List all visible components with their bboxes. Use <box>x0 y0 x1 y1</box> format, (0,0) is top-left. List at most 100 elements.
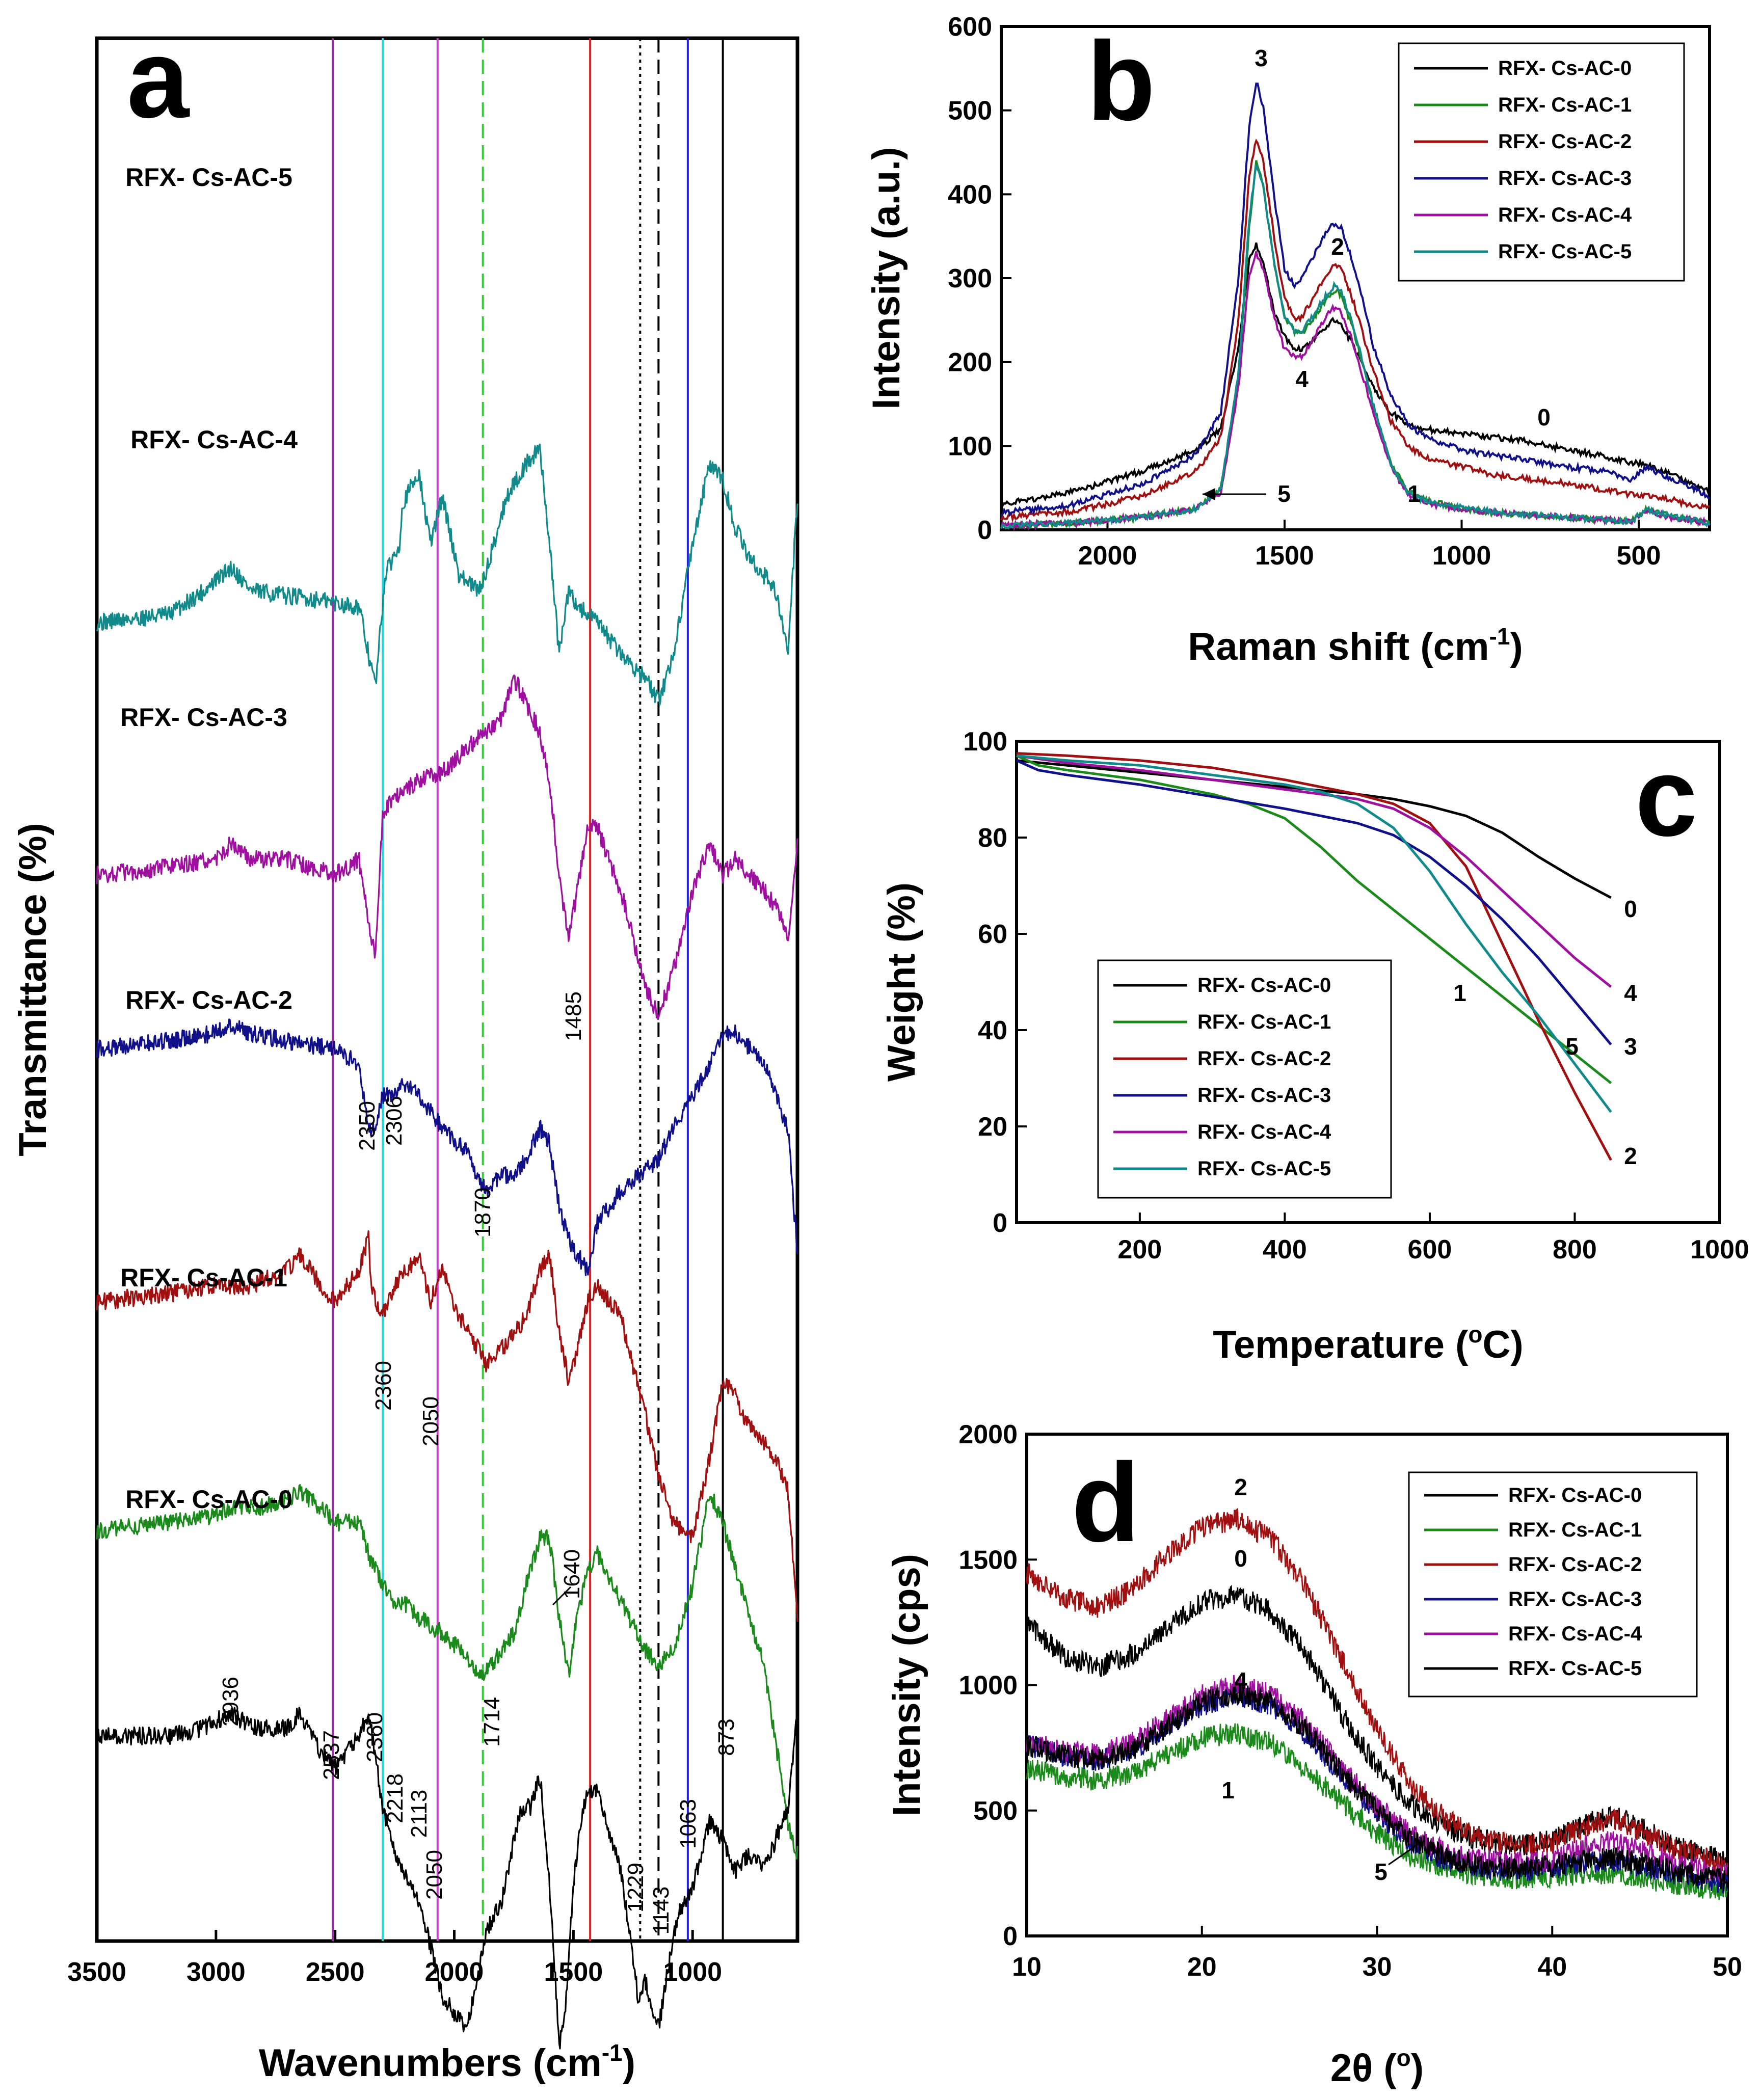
y-tick-label-d-0: 0 <box>1003 1922 1018 1951</box>
legend-label-c-1: RFX- Cs-AC-1 <box>1197 1011 1331 1033</box>
annotation-arrow-a <box>552 1586 572 1606</box>
legend-label-c-2: RFX- Cs-AC-2 <box>1197 1047 1331 1070</box>
xrd-line-2 <box>1026 1507 1728 1876</box>
y-axis-title-d: Intensity (cps) <box>885 1554 928 1816</box>
panel-letter-a: a <box>127 16 190 141</box>
x-tick-label-b-3: 500 <box>1617 541 1661 571</box>
legend-label-d-1: RFX- Cs-AC-1 <box>1508 1519 1642 1541</box>
legend-label-b-3: RFX- Cs-AC-3 <box>1498 167 1632 190</box>
tga-line-5 <box>1016 754 1612 1113</box>
peak-label-b-0: 3 <box>1255 45 1268 71</box>
y-tick-label-d-3: 1500 <box>958 1545 1018 1575</box>
xrd-line-5 <box>1026 1683 1728 1892</box>
y-axis-title-a: Transmittance (%) <box>11 823 55 1156</box>
arrow-head-b <box>1203 488 1215 500</box>
x-axis-title-b: Raman shift (cm-1) <box>1188 623 1523 668</box>
panel-letter-c: c <box>1635 734 1697 859</box>
peak-annotation-a-9: 1143 <box>649 1887 674 1935</box>
y-tick-label-c-5: 100 <box>963 727 1007 757</box>
x-tick-label-c-1: 400 <box>1263 1235 1307 1264</box>
curve-label-c-0: 0 <box>1624 896 1637 922</box>
peak-annotation-a-12: 2350 <box>355 1101 380 1151</box>
y-tick-label-b-0: 0 <box>977 516 992 545</box>
x-axis-title-d: 2θ (o) <box>1330 2044 1424 2090</box>
trace-label-a-3: RFX- Cs-AC-2 <box>125 986 292 1014</box>
peak-annotation-a-5: 2050 <box>422 1850 447 1900</box>
ftir-trace-3 <box>96 1230 798 1622</box>
x-tick-label-c-0: 200 <box>1117 1235 1162 1264</box>
peak-label-d-0: 2 <box>1234 1474 1247 1500</box>
ftir-trace-1 <box>96 674 798 1020</box>
legend-label-c-5: RFX- Cs-AC-5 <box>1197 1157 1331 1180</box>
tga-line-4 <box>1016 754 1612 988</box>
x-tick-label-d-3: 40 <box>1537 1952 1567 1982</box>
panel-a-frame <box>95 36 799 1943</box>
panel-c-frame <box>1015 740 1721 1224</box>
panel-letter-d: d <box>1072 1440 1140 1565</box>
peak-label-d-1: 0 <box>1234 1545 1247 1572</box>
peak-annotation-a-13: 2306 <box>382 1096 407 1146</box>
y-tick-label-c-2: 40 <box>978 1016 1007 1045</box>
x-tick-label-b-2: 1000 <box>1432 541 1491 571</box>
legend-label-c-0: RFX- Cs-AC-0 <box>1197 974 1331 997</box>
peak-annotation-a-0: 2936 <box>218 1677 243 1727</box>
peak-annotation-a-3: 2218 <box>383 1773 408 1823</box>
peak-annotation-a-7: 1640 <box>559 1549 584 1599</box>
trace-label-a-1: RFX- Cs-AC-4 <box>130 425 298 454</box>
legend-label-c-4: RFX- Cs-AC-4 <box>1197 1121 1331 1143</box>
x-tick-label-d-2: 30 <box>1363 1952 1392 1982</box>
arrow-d <box>1388 1841 1422 1866</box>
xrd-line-1 <box>1026 1723 1728 1900</box>
ftir-trace-0 <box>96 443 798 706</box>
legend-d <box>1408 1471 1698 1698</box>
peak-label-b-1: 2 <box>1331 233 1344 260</box>
x-tick-label-c-4: 1000 <box>1690 1235 1749 1264</box>
x-tick-label-a-5: 1000 <box>663 1957 722 1987</box>
peak-label-b-4: 5 <box>1277 480 1291 507</box>
raman-line-3 <box>1000 82 1711 517</box>
y-tick-label-d-4: 2000 <box>958 1420 1018 1449</box>
peak-annotation-a-4: 2113 <box>407 1790 432 1838</box>
curve-label-c-1: 4 <box>1624 980 1637 1006</box>
curve-label-c-3: 2 <box>1624 1143 1637 1169</box>
raman-line-2 <box>1000 138 1710 523</box>
tga-line-1 <box>1016 755 1612 1084</box>
x-tick-label-b-0: 2000 <box>1078 541 1137 571</box>
peak-annotation-a-10: 1063 <box>676 1799 701 1849</box>
x-tick-label-c-3: 800 <box>1553 1235 1597 1264</box>
legend-label-b-4: RFX- Cs-AC-4 <box>1498 204 1632 226</box>
x-tick-label-a-2: 2500 <box>306 1957 365 1987</box>
trace-label-a-2: RFX- Cs-AC-3 <box>120 703 287 732</box>
y-tick-label-b-6: 600 <box>948 12 992 42</box>
peak-annotation-a-17: 2050 <box>418 1396 443 1446</box>
raman-line-4 <box>1000 251 1711 531</box>
y-tick-label-c-0: 0 <box>993 1208 1007 1238</box>
legend-label-d-3: RFX- Cs-AC-3 <box>1508 1588 1642 1610</box>
legend-label-b-5: RFX- Cs-AC-5 <box>1498 240 1632 263</box>
peak-annotation-a-8: 1229 <box>623 1863 648 1913</box>
x-tick-label-c-2: 600 <box>1408 1235 1452 1264</box>
trace-label-a-5: RFX- Cs-AC-0 <box>125 1485 292 1514</box>
raman-line-5 <box>1000 164 1711 530</box>
panel-letter-b: b <box>1087 18 1155 144</box>
curve-label-c-5: 1 <box>1453 980 1466 1006</box>
curve-label-c-2: 3 <box>1624 1033 1637 1060</box>
y-tick-label-c-4: 80 <box>978 823 1007 853</box>
x-tick-label-d-4: 50 <box>1713 1952 1742 1982</box>
legend-label-b-1: RFX- Cs-AC-1 <box>1498 94 1632 116</box>
x-tick-label-b-1: 1500 <box>1255 541 1314 571</box>
legend-label-c-3: RFX- Cs-AC-3 <box>1197 1084 1331 1107</box>
y-tick-label-b-3: 300 <box>948 264 992 293</box>
peak-label-b-3: 0 <box>1537 404 1551 430</box>
y-axis-title-b: Intensity (a.u.) <box>865 147 908 409</box>
peak-label-d-3: 1 <box>1221 1777 1235 1803</box>
tga-line-0 <box>1016 759 1612 899</box>
legend-label-d-2: RFX- Cs-AC-2 <box>1508 1553 1642 1576</box>
x-axis-title-a: Wavenumbers (cm-1) <box>259 2039 635 2085</box>
y-tick-label-b-4: 400 <box>948 180 992 209</box>
peak-label-b-5: 1 <box>1407 480 1421 507</box>
peak-annotation-a-15: 1485 <box>561 991 586 1041</box>
